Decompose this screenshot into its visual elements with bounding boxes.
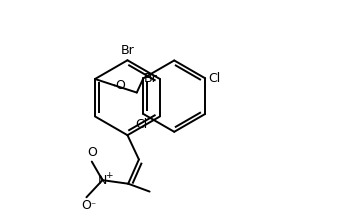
Text: O: O (87, 146, 97, 159)
Text: Cl: Cl (135, 118, 148, 131)
Text: Cl: Cl (208, 72, 220, 85)
Text: Br: Br (143, 73, 157, 86)
Text: N: N (98, 174, 107, 187)
Text: +: + (105, 171, 113, 180)
Text: O: O (81, 199, 90, 212)
Text: ⁻: ⁻ (90, 202, 96, 211)
Text: O: O (115, 79, 125, 92)
Text: Br: Br (121, 44, 134, 57)
